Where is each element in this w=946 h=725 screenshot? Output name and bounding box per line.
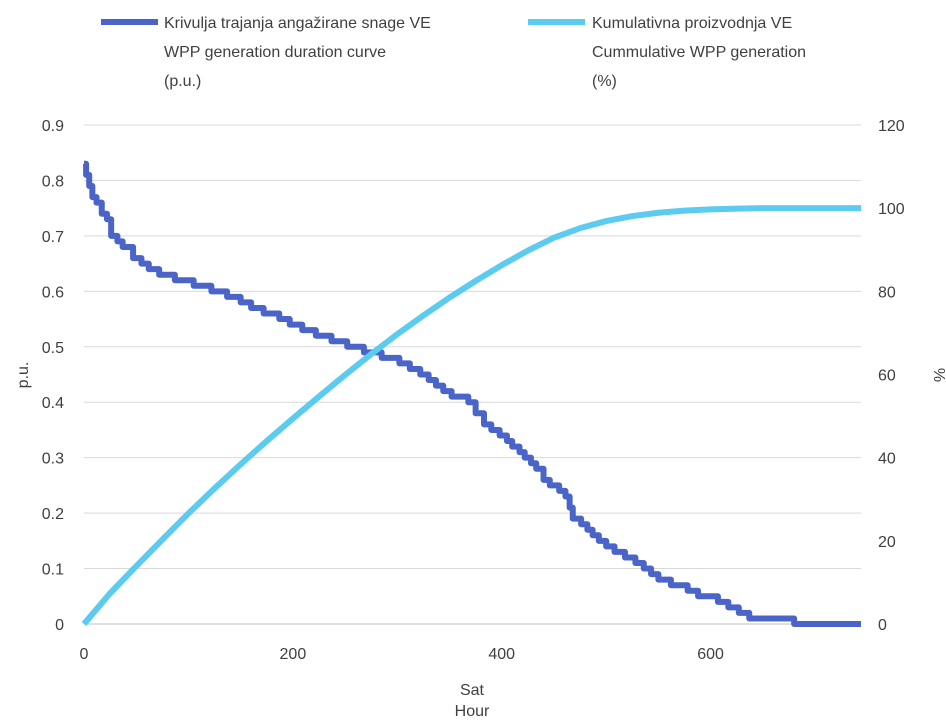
x-tick-label: 200: [280, 646, 307, 663]
y-tick-left-label: 0.6: [42, 284, 64, 301]
legend-label-duration-line1: Krivulja trajanja angažirane snage VE: [164, 15, 431, 32]
y-tick-right-label: 120: [878, 118, 905, 135]
y-tick-right-label: 0: [878, 617, 887, 634]
y-axis-right-label: %: [930, 368, 946, 382]
y-tick-left-label: 0.3: [42, 451, 64, 468]
legend: Krivulja trajanja angažirane snage VE WP…: [101, 15, 806, 90]
gridlines: [84, 124, 861, 625]
series-line-cumulative-generation: [81, 205, 861, 626]
legend-label-cumulative-line1: Kumulativna proizvodnja VE: [592, 15, 792, 32]
y-tick-left-label: 0.9: [42, 118, 64, 135]
y-axis-left-label: p.u.: [15, 362, 32, 389]
y-tick-left-label: 0.7: [42, 229, 64, 246]
y-tick-left-label: 0: [55, 617, 64, 634]
legend-item-duration: Krivulja trajanja angažirane snage VE WP…: [101, 15, 431, 90]
x-axis-label-line2: Hour: [455, 703, 490, 720]
y-tick-right-label: 60: [878, 368, 896, 385]
y-tick-left-label: 0.8: [42, 173, 64, 190]
x-tick-label: 0: [80, 646, 89, 663]
legend-item-cumulative: Kumulativna proizvodnja VE Cummulative W…: [528, 15, 806, 90]
tick-labels: 0 0.1 0.2 0.3 0.4 0.5 0.6 0.7 0.8 0.9 0 20 40 60 80 100…: [42, 118, 905, 663]
y-tick-left-label: 0.5: [42, 340, 64, 357]
y-tick-right-label: 20: [878, 534, 896, 551]
y-tick-right-label: 40: [878, 451, 896, 468]
plot-area: [81, 160, 861, 627]
x-tick-label: 400: [488, 646, 515, 663]
legend-label-cumulative-line3: (%): [592, 73, 617, 90]
y-tick-left-label: 0.1: [42, 562, 64, 579]
x-axis-label-line1: Sat: [460, 682, 485, 699]
x-tick-label: 600: [697, 646, 724, 663]
y-tick-left-label: 0.2: [42, 506, 64, 523]
legend-label-duration-line3: (p.u.): [164, 73, 201, 90]
y-tick-left-label: 0.4: [42, 395, 64, 412]
y-tick-right-label: 100: [878, 201, 905, 218]
series-line-duration-curve: [83, 160, 861, 627]
legend-label-duration-line2: WPP generation duration curve: [164, 44, 386, 61]
y-tick-right-label: 80: [878, 284, 896, 301]
legend-label-cumulative-line2: Cummulative WPP generation: [592, 44, 806, 61]
